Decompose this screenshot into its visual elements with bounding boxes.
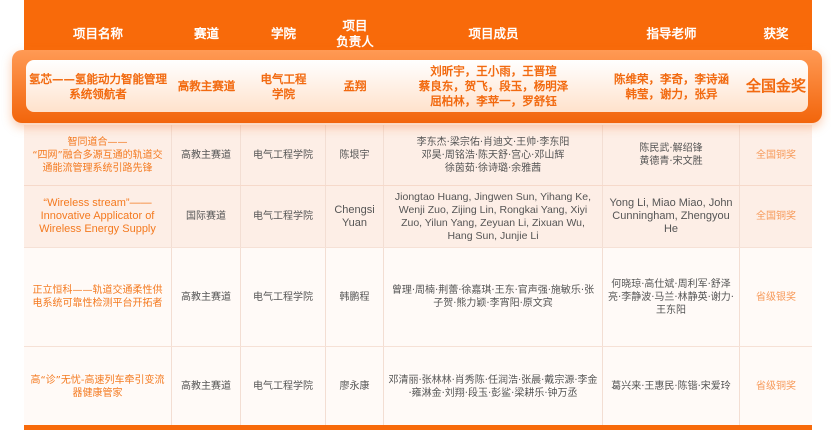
award: 省级铜奖 — [756, 381, 796, 392]
header-members: 项目成员 — [468, 26, 519, 41]
members: 李东杰·梁宗佑·肖迪文·王帅·李东阳 邓昊·周铭浩·陈天舒·宫心·邓山辉 徐茵茹… — [384, 125, 603, 185]
teachers: Yong Li, Miao Miao, John Cunningham, Zhe… — [603, 186, 740, 247]
header-teachers: 指导老师 — [646, 26, 697, 41]
project-name: 智同道合—— “四网”融合多源互通的轨道交通能流管理系统引路先锋 — [24, 125, 172, 185]
teachers: 陈维荣，李奇，李诗涵 韩莹，谢力，张异 — [614, 71, 729, 101]
college: 电气工程学院 — [241, 347, 326, 426]
teachers: 葛兴来·王惠民·陈锴·宋爱玲 — [603, 347, 740, 426]
members: 刘昕宇，王小雨，王晋瑄 蔡良东，贺飞，段玉，杨明泽 屈柏林，李苹一，罗舒钰 — [418, 64, 569, 108]
members: 邓清丽·张林林·肖秀陈·任润浩·张晨·戴宗源·李金·雍淋金·刘翔·段玉·彭鲨·梁… — [384, 347, 603, 426]
table-row: 智同道合—— “四网”融合多源互通的轨道交通能流管理系统引路先锋 高教主赛道 电… — [24, 125, 812, 185]
leader: 孟翔 — [343, 79, 367, 93]
track: 高教主赛道 — [172, 248, 241, 346]
project-name: 氢芯——氢能动力智能管理系统领航者 — [29, 71, 167, 101]
highlighted-row: 氢芯——氢能动力智能管理系统领航者 高教主赛道 电气工程 学院 孟翔 刘昕宇，王… — [12, 50, 822, 123]
header-award: 获奖 — [763, 26, 789, 41]
track: 高教主赛道 — [177, 79, 236, 93]
teachers: 何晓琼·高仕斌·周利军·舒泽亮·李静波·马兰·林静英·谢力·王东阳 — [603, 248, 740, 346]
header-track: 赛道 — [193, 26, 219, 41]
header-name: 项目名称 — [72, 26, 123, 41]
header-college: 学院 — [270, 26, 296, 41]
highlight-panel — [26, 60, 808, 112]
award: 省级银奖 — [756, 291, 796, 303]
track: 高教主赛道 — [172, 125, 241, 185]
track: 国际赛道 — [172, 186, 241, 247]
members: Jiongtao Huang, Jingwen Sun, Yihang Ke, … — [384, 186, 603, 247]
college: 电气工程学院 — [241, 125, 326, 185]
leader: Chengsi Yuan — [326, 186, 384, 247]
leader: 陈垠宇 — [326, 125, 384, 185]
college: 电气工程学院 — [241, 248, 326, 346]
table-row: 高“诊”无忧-高速列车牵引变流器健康管家 高教主赛道 电气工程学院 廖永康 邓清… — [24, 346, 812, 426]
leader: 韩鹏程 — [326, 248, 384, 346]
teachers: 陈民武·解绍锋 黄德青·宋文胜 — [603, 125, 740, 185]
table-row: “Wireless stream”——Innovative Applicator… — [24, 185, 812, 247]
project-name: 正立恒科——轨道交通柔性供电系统可靠性检测平台开拓者 — [24, 248, 172, 346]
bottom-bar — [24, 425, 812, 430]
header-leader: 项目 负责人 — [336, 18, 374, 49]
project-name: “Wireless stream”——Innovative Applicator… — [24, 186, 172, 247]
track: 高教主赛道 — [172, 347, 241, 426]
award: 全国铜奖 — [756, 149, 796, 161]
project-name: 高“诊”无忧-高速列车牵引变流器健康管家 — [24, 347, 172, 426]
leader: 廖永康 — [326, 347, 384, 426]
college: 电气工程 学院 — [260, 71, 307, 101]
award: 全国金奖 — [745, 77, 806, 95]
college: 电气工程学院 — [241, 186, 326, 247]
table-row: 正立恒科——轨道交通柔性供电系统可靠性检测平台开拓者 高教主赛道 电气工程学院 … — [24, 247, 812, 346]
members: 曾理·周楠·荆蕾·徐嘉琪·王东·官声强·施敏乐·张子贺·熊力颖·李宵阳·原文宾 — [384, 248, 603, 346]
award: 全国铜奖 — [756, 211, 796, 222]
